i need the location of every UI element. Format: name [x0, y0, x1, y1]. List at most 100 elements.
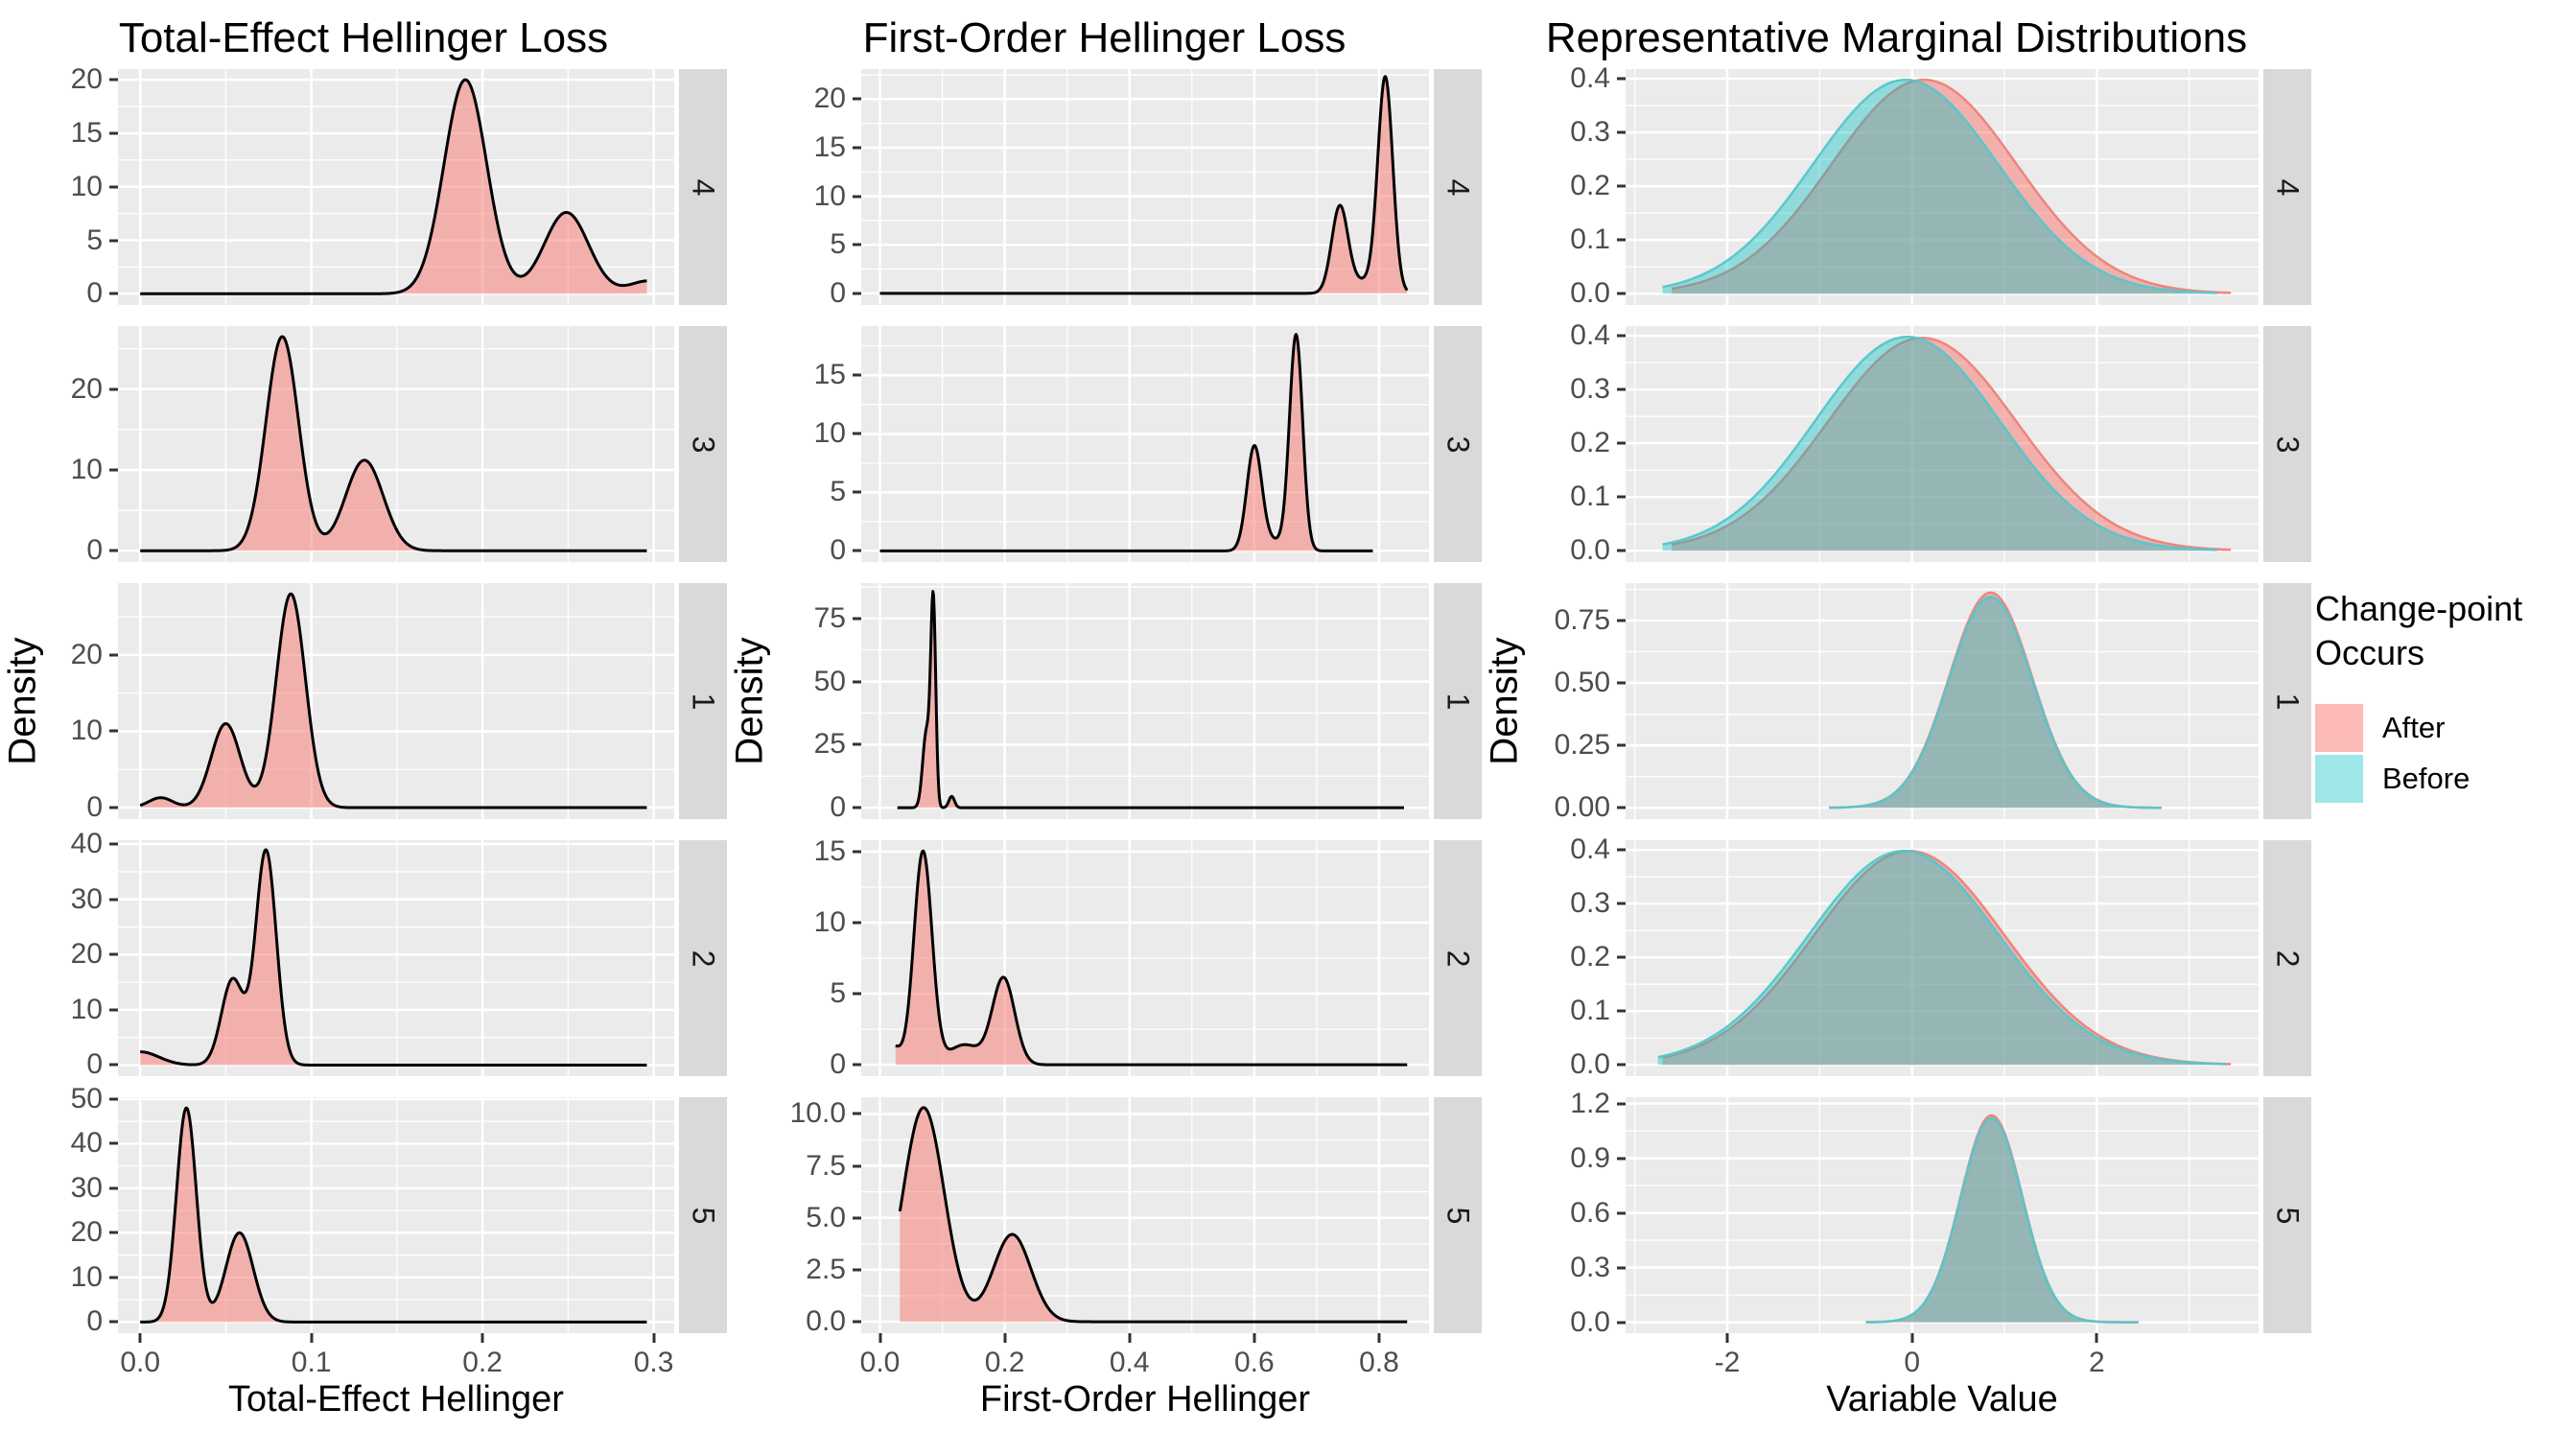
legend: Change-point Occurs After Before	[2315, 587, 2574, 806]
y-tick-mark	[1617, 1157, 1626, 1161]
y-tick-label: 10	[70, 170, 103, 202]
y-axis-ticks: 0.0 0.1 0.2 0.3 0.4	[1525, 62, 1626, 309]
y-tick-label: 75	[813, 601, 846, 634]
y-tick-mark	[109, 653, 118, 657]
x-tick-label: 0.4	[1109, 1347, 1150, 1378]
y-tick-mark	[853, 292, 861, 295]
before-color-swatch	[2315, 755, 2363, 803]
y-tick-mark	[1617, 1063, 1626, 1067]
y-tick-mark	[1617, 334, 1626, 338]
y-tick-label: 10	[813, 417, 846, 450]
y-tick-label: 15	[813, 131, 846, 163]
y-tick-label: 0.4	[1570, 833, 1610, 866]
y-tick-mark	[109, 292, 118, 295]
x-tick-label: 0.8	[1359, 1347, 1399, 1378]
y-axis-ticks: 0 25 50 75	[770, 583, 861, 823]
column-total-effect: Total-Effect Hellinger Loss 0 5 10 15 20 4 0 10…	[0, 0, 727, 1425]
y-tick-mark	[109, 1320, 118, 1324]
y-tick-label: 0.6	[1570, 1196, 1610, 1229]
y-tick-label: 30	[70, 1171, 103, 1204]
facet-strip: 5	[679, 1097, 727, 1333]
y-axis-ticks: 0 10 20	[43, 326, 118, 566]
y-tick-mark	[109, 806, 118, 809]
y-tick-label: 5	[830, 476, 846, 508]
density-panel	[118, 583, 674, 819]
y-tick-label: 10	[70, 715, 103, 747]
y-tick-label: 20	[813, 82, 846, 115]
y-tick-label: 0.3	[1570, 1251, 1610, 1283]
y-tick-mark	[1617, 1009, 1626, 1013]
y-tick-mark	[109, 549, 118, 552]
y-tick-mark	[1617, 848, 1626, 852]
y-tick-mark	[1617, 955, 1626, 959]
y-tick-label: 20	[70, 938, 103, 971]
y-axis-ticks: 0.0 0.3 0.6 0.9 1.2	[1525, 1088, 1626, 1338]
legend-title: Change-point Occurs	[2315, 587, 2574, 675]
y-tick-mark	[109, 1008, 118, 1012]
y-tick-label: 0.25	[1554, 729, 1610, 762]
x-axis-title: Total-Effect Hellinger	[228, 1379, 564, 1419]
y-tick-mark	[1617, 902, 1626, 905]
y-tick-label: 0.0	[1570, 534, 1610, 567]
y-tick-mark	[109, 387, 118, 391]
y-tick-mark	[109, 952, 118, 956]
y-tick-label: 5	[86, 223, 103, 256]
y-tick-label: 40	[70, 828, 103, 860]
facet-row: 0 10 20 30 40 2	[0, 828, 727, 1080]
facet-strip: 3	[2263, 326, 2311, 562]
x-tick-mark	[878, 1333, 882, 1343]
y-tick-label: 0.0	[806, 1305, 846, 1338]
facet-row: 0 5 10 15 2	[727, 835, 1482, 1080]
y-axis-title: Density	[728, 637, 771, 765]
y-axis-ticks: 0.0 2.5 5.0 7.5 10.0	[770, 1097, 861, 1337]
y-tick-mark	[1617, 619, 1626, 622]
density-panel	[118, 1097, 674, 1333]
density-panel	[1626, 1097, 2259, 1333]
y-tick-label: 0	[86, 1305, 103, 1338]
y-tick-label: 40	[70, 1127, 103, 1160]
y-tick-mark	[109, 1097, 118, 1101]
y-tick-mark	[853, 806, 861, 809]
y-tick-label: 0	[830, 1048, 846, 1081]
facet-row: 0 10 20 3	[0, 326, 727, 566]
y-tick-label: 0.2	[1570, 170, 1610, 202]
facet-label: 1	[2270, 692, 2306, 710]
x-tick-label: 0.2	[984, 1347, 1025, 1378]
y-axis-ticks: 0 5 10 15	[770, 326, 861, 566]
facet-label: 1	[686, 692, 721, 710]
y-tick-label: 20	[70, 638, 103, 670]
density-panel	[118, 326, 674, 562]
y-tick-label: 0.2	[1570, 941, 1610, 974]
y-tick-label: 0.9	[1570, 1141, 1610, 1174]
y-tick-label: 0	[830, 534, 846, 567]
y-tick-mark	[853, 742, 861, 746]
y-tick-mark	[109, 131, 118, 135]
facet-row: 0 10 20 30 40 50 5	[0, 1083, 727, 1337]
y-tick-label: 0.3	[1570, 887, 1610, 920]
y-axis-ticks: 0.0 0.1 0.2 0.3 0.4	[1525, 319, 1626, 566]
y-tick-mark	[1617, 292, 1626, 295]
x-tick-mark	[1910, 1333, 1914, 1343]
facet-label: 5	[1440, 1207, 1476, 1224]
y-tick-label: 0.4	[1570, 62, 1610, 95]
x-tick-mark	[652, 1333, 656, 1343]
after-color-swatch	[2315, 704, 2363, 752]
y-tick-mark	[1617, 806, 1626, 809]
facet-label: 5	[686, 1207, 721, 1224]
y-tick-label: 0	[830, 276, 846, 309]
density-panel	[861, 840, 1429, 1076]
facet-label: 2	[1440, 950, 1476, 967]
facet-label: 4	[1440, 178, 1476, 196]
facet-label: 2	[2270, 950, 2306, 967]
y-tick-label: 10.0	[789, 1097, 846, 1130]
y-tick-mark	[109, 729, 118, 733]
y-tick-mark	[853, 850, 861, 854]
y-tick-mark	[1617, 441, 1626, 445]
x-axis: 0.0 0.2 0.4 0.6 0.8	[860, 1333, 1429, 1379]
facet-rows: 0 5 10 15 20 4 0 5 10 15 3 0 25 50 75 1 0 5 10 15 2 0.0 2.5 5.0…	[727, 69, 1482, 1337]
density-panel	[1626, 69, 2259, 305]
x-axis-title: Variable Value	[1826, 1379, 2058, 1419]
y-tick-label: 25	[813, 728, 846, 761]
y-tick-mark	[1617, 130, 1626, 134]
x-tick-mark	[1253, 1333, 1256, 1343]
